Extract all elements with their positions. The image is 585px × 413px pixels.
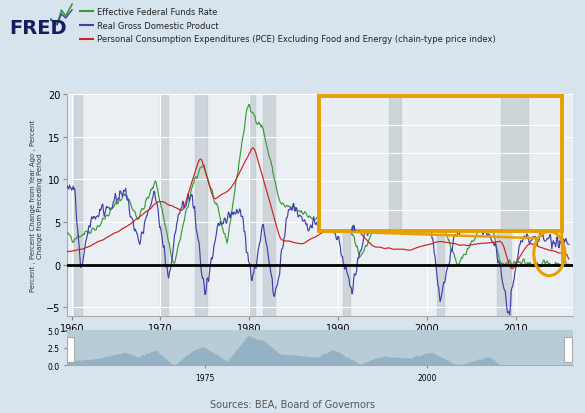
Text: Sources: BEA, Board of Governors: Sources: BEA, Board of Governors (210, 399, 375, 409)
FancyBboxPatch shape (565, 337, 572, 362)
FancyBboxPatch shape (67, 337, 74, 362)
Bar (160, 95, 168, 316)
Bar (501, 97, 528, 231)
Bar (389, 97, 401, 231)
Bar (263, 95, 275, 316)
Bar (249, 95, 254, 316)
Bar (195, 95, 207, 316)
Text: FRED: FRED (9, 19, 67, 38)
Bar (343, 95, 350, 316)
Text: Personal Consumption Expenditures (PCE) Excluding Food and Energy (chain-type pr: Personal Consumption Expenditures (PCE) … (97, 35, 495, 44)
Bar (74, 95, 82, 316)
Bar (438, 95, 443, 316)
Bar (497, 95, 511, 316)
Text: Real Gross Domestic Product: Real Gross Domestic Product (97, 21, 218, 31)
Text: Effective Federal Funds Rate: Effective Federal Funds Rate (97, 8, 217, 17)
Y-axis label: Percent , Percent Change from Year Ago , Percent
Change from Preceding Period: Percent , Percent Change from Year Ago ,… (30, 119, 43, 292)
